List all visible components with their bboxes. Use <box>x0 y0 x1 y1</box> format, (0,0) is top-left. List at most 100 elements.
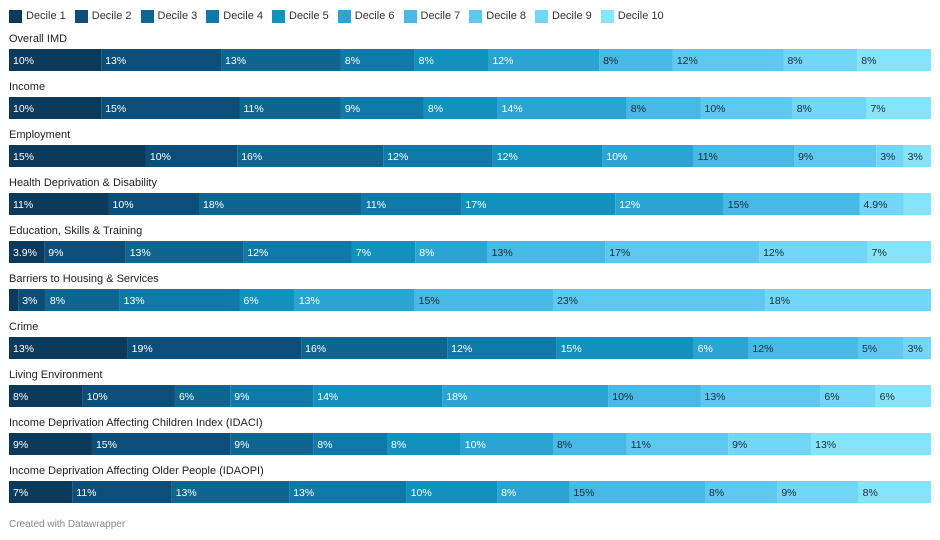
data-label: 9% <box>234 391 249 403</box>
row-label: Education, Skills & Training <box>9 225 142 237</box>
bar-segment <box>488 49 600 71</box>
bar-segment <box>9 289 19 311</box>
bar-segment <box>387 433 461 455</box>
data-label: 15% <box>96 439 117 451</box>
legend-item: Decile 3 <box>140 9 197 23</box>
data-label: 15% <box>13 151 34 163</box>
bar-segment <box>903 145 931 167</box>
bar-segment <box>221 49 341 71</box>
data-label: 10% <box>612 391 633 403</box>
data-label: 11% <box>13 199 33 211</box>
bar-segment <box>777 481 859 503</box>
bar-segment <box>552 289 766 311</box>
data-label: 8% <box>603 55 618 67</box>
legend-label: Decile 10 <box>617 10 664 22</box>
legend-swatch <box>337 9 351 23</box>
data-label: 8% <box>391 439 406 451</box>
bar-segment <box>605 241 760 263</box>
row-label: Income Deprivation Affecting Older Peopl… <box>9 465 264 477</box>
legend-item: Decile 2 <box>74 9 132 23</box>
data-label: 8% <box>631 103 646 115</box>
bar-segment <box>759 241 868 263</box>
bar-segment <box>340 49 415 71</box>
data-label: 18% <box>769 295 790 307</box>
bar-segment <box>101 97 240 119</box>
data-label: 8% <box>863 487 878 499</box>
data-label: 18% <box>203 199 224 211</box>
legend-label: Decile 5 <box>289 10 329 22</box>
data-label: 13% <box>105 55 126 67</box>
data-label: 11% <box>366 199 386 211</box>
bar-segment <box>351 241 416 263</box>
data-label: 12% <box>492 55 513 67</box>
bar-segment <box>556 337 694 359</box>
data-label: 13% <box>130 247 151 259</box>
bar-segment <box>423 97 498 119</box>
data-label: 15% <box>561 343 582 355</box>
data-label: 13% <box>815 439 836 451</box>
bar-segment <box>239 289 295 311</box>
bar-segment <box>9 97 102 119</box>
bar-segment <box>127 337 302 359</box>
bar-segment <box>313 433 388 455</box>
bar-segment <box>599 49 673 71</box>
bar-segment <box>903 337 931 359</box>
legend-label: Decile 6 <box>354 10 395 22</box>
legend-label: Decile 8 <box>486 10 526 22</box>
bar-segment <box>174 385 231 407</box>
bar-segment <box>497 97 627 119</box>
data-label: 13% <box>124 295 145 307</box>
data-label: 12% <box>619 199 640 211</box>
bar-segment <box>615 193 724 215</box>
data-label: 7% <box>872 247 887 259</box>
data-label: 6% <box>698 343 713 355</box>
bar-segment <box>340 97 424 119</box>
data-label: 8% <box>709 487 724 499</box>
bar-segment <box>301 337 448 359</box>
bar-segment <box>460 433 553 455</box>
bar-segment <box>9 49 102 71</box>
bar-segment <box>101 49 222 71</box>
legend-item: Decile 6 <box>337 9 395 23</box>
data-label: 13% <box>492 247 513 259</box>
data-label: 15% <box>728 199 749 211</box>
bar-segment <box>108 193 200 215</box>
legend-swatch <box>74 9 88 23</box>
data-label: 8% <box>861 55 876 67</box>
bar-segment <box>414 49 489 71</box>
row-label: Income <box>9 81 45 93</box>
bar-segment <box>415 241 488 263</box>
bar-segment <box>9 193 109 215</box>
data-label: 8% <box>419 55 434 67</box>
data-label: 7% <box>356 247 371 259</box>
bar-segment <box>239 97 341 119</box>
bar-segment <box>447 337 557 359</box>
data-label: 3% <box>22 295 37 307</box>
data-label: 18% <box>446 391 467 403</box>
data-label: 12% <box>763 247 784 259</box>
bar-segment <box>626 433 729 455</box>
data-label: 14% <box>502 103 523 115</box>
data-label: 3% <box>908 151 923 163</box>
legend-item: Decile 10 <box>600 9 664 23</box>
bar-segment <box>867 241 931 263</box>
bar-segment <box>783 49 858 71</box>
legend-swatch <box>469 9 483 23</box>
data-label: 10% <box>13 103 34 115</box>
bar-segment <box>9 241 45 263</box>
data-label: 9% <box>48 247 63 259</box>
data-label: 13% <box>176 487 197 499</box>
bar-segment <box>9 145 146 167</box>
legend-item: Decile 7 <box>403 9 460 23</box>
data-label: 8% <box>345 55 360 67</box>
legend-swatch <box>535 9 548 23</box>
bar-segment <box>294 289 415 311</box>
data-label: 15% <box>573 487 594 499</box>
bar-segment <box>857 337 904 359</box>
bar-segment <box>693 145 795 167</box>
data-label: 4.9% <box>864 199 888 211</box>
row-label: Health Deprivation & Disability <box>9 177 157 189</box>
bar-segment <box>125 241 244 263</box>
data-label: 9% <box>781 487 796 499</box>
